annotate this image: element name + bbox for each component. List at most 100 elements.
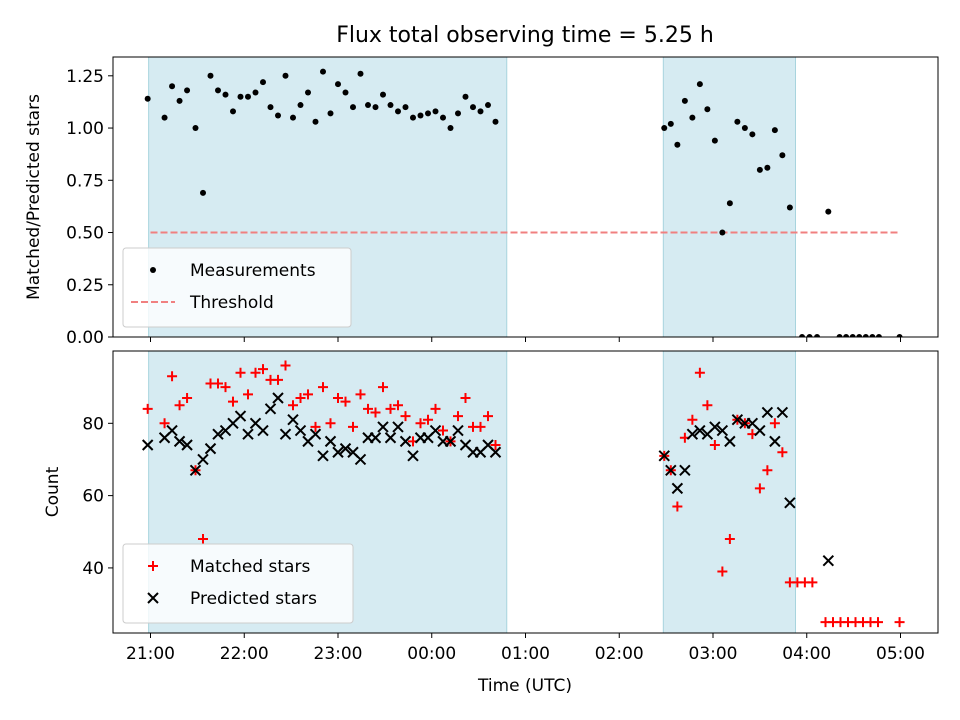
matched-star-point	[717, 566, 728, 577]
x-tick-label: 03:00	[689, 644, 738, 664]
y-tick-label: 60	[82, 487, 104, 507]
measurement-point	[327, 110, 334, 117]
predicted-star-point	[384, 432, 397, 444]
x-tick-label: 05:00	[876, 644, 925, 664]
measurement-point	[741, 125, 748, 132]
measurement-point	[771, 127, 778, 134]
matched-star-point	[702, 400, 713, 411]
y-tick-label: 1.00	[66, 119, 104, 139]
legend-label: Matched stars	[190, 557, 310, 577]
measurement-point	[696, 81, 703, 88]
measurement-point	[260, 79, 266, 86]
matched-star-point	[393, 400, 403, 411]
measurement-point	[749, 131, 756, 138]
matched-star-point	[475, 421, 486, 432]
measurement-point	[237, 93, 244, 100]
x-tick-label: 22:00	[220, 644, 269, 664]
measurement-point	[230, 108, 236, 115]
measurement-point	[896, 334, 903, 337]
measurement-point	[661, 125, 668, 132]
predicted-star-point	[407, 450, 419, 462]
matched-star-point	[724, 534, 735, 544]
measurement-point	[455, 110, 461, 117]
measurement-point	[814, 334, 821, 337]
measurement-point	[372, 104, 379, 111]
x-tick-label: 00:00	[407, 644, 456, 664]
y-tick-label: 40	[82, 559, 104, 579]
matched-star-point	[310, 421, 321, 432]
measurement-point	[169, 83, 176, 90]
matched-star-point	[709, 440, 720, 450]
predicted-star-point	[287, 413, 299, 426]
measurement-point	[477, 108, 484, 115]
predicted-star-point	[189, 464, 202, 477]
matched-star-point	[182, 393, 193, 403]
predicted-star-point	[204, 442, 217, 455]
matched-star-point	[400, 411, 411, 422]
measurement-point	[207, 72, 214, 79]
matched-star-point	[873, 617, 883, 628]
legend-box	[122, 543, 354, 624]
matched-star-point	[769, 418, 780, 429]
predicted-star-point	[234, 410, 247, 422]
measurement-point	[402, 104, 409, 111]
matched-star-point	[483, 411, 493, 422]
measurement-point	[297, 102, 304, 109]
legend-box	[122, 247, 352, 328]
matched-star-point	[243, 389, 253, 400]
measurement-point	[689, 114, 696, 121]
predicted-star-point	[658, 450, 670, 462]
matched-star-point	[355, 389, 366, 400]
matched-star-point	[694, 367, 705, 378]
measurement-point	[764, 164, 771, 171]
matched-star-point	[250, 367, 261, 378]
y-tick-label: 80	[82, 414, 104, 434]
predicted-star-point	[339, 442, 352, 455]
measurement-point	[176, 97, 183, 104]
predicted-star-point	[761, 406, 774, 419]
matched-star-point	[894, 617, 905, 628]
measurement-point	[335, 81, 341, 88]
measurement-point	[681, 97, 688, 104]
matched-star-point	[385, 403, 396, 414]
measurement-point	[462, 93, 469, 100]
matched-star-point	[348, 421, 358, 432]
matched-star-point	[333, 393, 343, 403]
matched-star-point	[423, 414, 433, 425]
matched-star-point	[159, 418, 170, 429]
measurement-point	[387, 102, 394, 109]
measurement-point	[215, 87, 221, 94]
measurement-point	[779, 152, 786, 159]
measurement-point	[856, 334, 863, 337]
data-points	[141, 360, 905, 628]
predicted-star-point	[242, 428, 254, 440]
matched-star-point	[378, 382, 388, 393]
matched-star-point	[777, 447, 788, 458]
measurement-point	[799, 334, 806, 337]
measurement-point	[875, 334, 882, 337]
measurement-point	[492, 118, 499, 125]
predicted-star-point	[452, 424, 464, 437]
predicted-star-point	[212, 428, 224, 440]
measurement-point	[704, 106, 711, 113]
predicted-star-point	[173, 435, 186, 448]
matched-star-point	[687, 414, 698, 425]
predicted-star-point	[264, 403, 277, 415]
measurement-point	[447, 125, 454, 132]
measurement-point	[320, 68, 326, 75]
measurement-point	[711, 137, 718, 144]
measurement-point	[275, 112, 281, 119]
predicted-star-point	[377, 421, 389, 433]
predicted-star-point	[671, 482, 684, 495]
measurement-point	[667, 120, 674, 127]
matched-star-point	[273, 374, 283, 385]
measurement-point	[245, 93, 251, 100]
measurement-point	[184, 87, 191, 94]
data-points	[144, 68, 903, 337]
measurement-point	[192, 125, 199, 132]
predicted-star-point	[822, 554, 835, 567]
predicted-star-point	[679, 464, 691, 477]
matched-star-point	[213, 378, 223, 389]
predicted-star-point	[716, 424, 729, 437]
